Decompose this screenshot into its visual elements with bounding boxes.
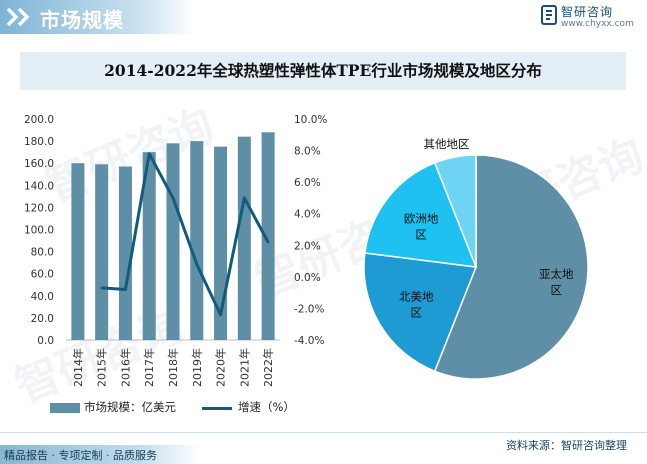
y-right-tick-label: 4.0% [294, 209, 321, 221]
line-point [266, 240, 270, 244]
y-left-tick-label: 0.0 [37, 335, 54, 347]
bar [71, 163, 85, 340]
line-point [100, 286, 103, 290]
x-tick-label: 2020年 [214, 348, 228, 387]
x-tick-label: 2015年 [95, 348, 109, 387]
footer-tagline: 精品报告 · 专项定制 · 品质服务 [4, 449, 157, 462]
line-point [148, 152, 151, 155]
footer-divider [0, 432, 647, 433]
bar [237, 136, 251, 340]
y-right-tick-label: 10.0% [294, 114, 327, 126]
y-right-tick-label: 0.0% [294, 272, 321, 284]
bar [261, 132, 275, 340]
y-right-tick-label: 6.0% [294, 177, 321, 189]
line-point [243, 196, 246, 200]
logo: 智研咨询 www.chyxx.com [541, 3, 634, 33]
y-left-tick-label: 40.0 [31, 291, 54, 303]
y-left-tick-label: 80.0 [31, 247, 54, 259]
x-tick-label: 2017年 [142, 348, 156, 387]
line-point [195, 263, 198, 266]
y-left-tick-label: 20.0 [31, 313, 54, 325]
logo-url: www.chyxx.com [561, 19, 634, 29]
y-left-tick-label: 140.0 [24, 180, 54, 192]
bar [190, 141, 204, 340]
page-title: 市场规模 [40, 8, 124, 32]
line-point [124, 288, 127, 291]
bar [166, 143, 180, 340]
line-point [171, 196, 175, 200]
x-tick-label: 2014年 [71, 348, 85, 387]
bar [142, 152, 156, 340]
pie-label: 区 [415, 227, 427, 241]
x-tick-label: 2018年 [166, 348, 180, 387]
source-note: 资料来源：智研咨询整理 [506, 439, 627, 452]
legend-swatch-bar [50, 403, 80, 413]
y-left-tick-label: 100.0 [24, 225, 54, 237]
x-tick-label: 2016年 [118, 348, 132, 387]
legend-label-line: 增速（%） [238, 400, 295, 414]
y-left-tick-label: 180.0 [24, 136, 54, 148]
legend-label-bar: 市场规模：亿美元 [84, 400, 176, 414]
y-right-tick-label: -2.0% [294, 303, 324, 315]
x-tick-label: 2019年 [190, 348, 204, 387]
pie-label: 区 [410, 305, 422, 319]
header-bar: 市场规模 [0, 0, 195, 34]
pie-slice [433, 154, 589, 380]
bar [118, 166, 132, 340]
legend-swatch-line [202, 407, 232, 410]
y-left-tick-label: 200.0 [24, 114, 54, 126]
pie-slice [364, 161, 478, 268]
y-right-tick-label: -4.0% [294, 335, 324, 347]
x-tick-label: 2021年 [237, 348, 251, 387]
growth-line [101, 152, 270, 317]
logo-icon [541, 5, 557, 25]
y-left-tick-label: 60.0 [31, 269, 54, 281]
pie-slice [363, 252, 478, 373]
y-left-tick-label: 160.0 [24, 158, 54, 170]
pie-label: 亚太地 [539, 267, 574, 281]
chevron-right-icon [6, 7, 30, 27]
pie-slice [433, 154, 477, 268]
x-tick-label: 2022年 [261, 348, 275, 387]
bar [95, 164, 109, 340]
header: 市场规模 智研咨询 www.chyxx.com [0, 0, 647, 36]
y-right-tick-label: 8.0% [294, 146, 321, 158]
y-left-tick-label: 120.0 [24, 202, 54, 214]
y-right-tick-label: 2.0% [294, 240, 321, 252]
chart-title-box: 2014-2022年全球热塑性弹性体TPE行业市场规模及地区分布 [20, 52, 626, 90]
logo-name: 智研咨询 [561, 5, 614, 19]
line-point [219, 313, 222, 316]
pie-label: 其他地区 [423, 137, 469, 151]
chart-title: 2014-2022年全球热塑性弹性体TPE行业市场规模及地区分布 [104, 61, 542, 80]
pie-label: 北美地 [399, 289, 434, 303]
pie-label: 欧洲地 [404, 211, 439, 225]
bar-line-chart: 0.0 20.0 40.0 60.0 80.0 100.0 120.0 140.0 160.0 1… [24, 114, 327, 387]
footer-bar: 精品报告 · 专项定制 · 品质服务 [0, 445, 200, 464]
pie-label: 区 [550, 283, 562, 297]
